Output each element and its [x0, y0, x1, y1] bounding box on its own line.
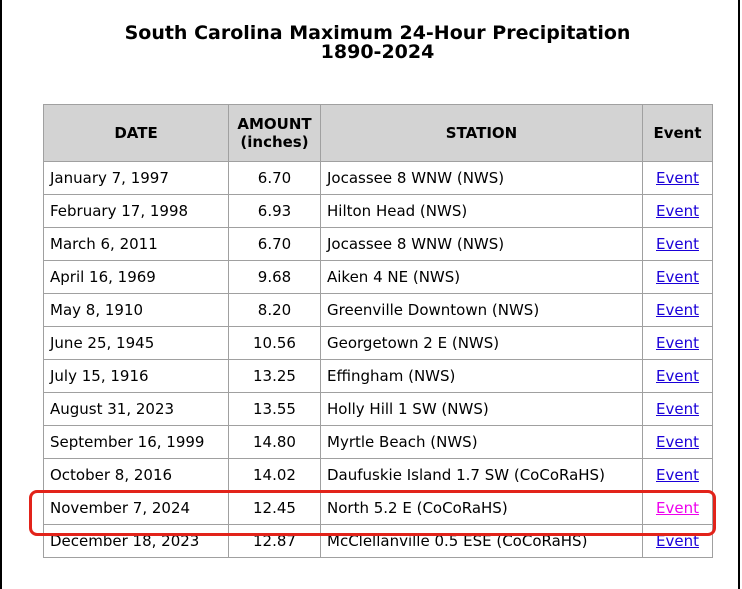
cell-date: September 16, 1999	[43, 425, 229, 459]
cell-amount: 12.45	[228, 491, 321, 525]
table-row: May 8, 1910 8.20 Greenville Downtown (NW…	[43, 293, 713, 327]
cell-event: Event	[642, 161, 713, 195]
table-row: January 7, 1997 6.70 Jocassee 8 WNW (NWS…	[43, 161, 713, 195]
cell-date: April 16, 1969	[43, 260, 229, 294]
cell-station: Georgetown 2 E (NWS)	[320, 326, 643, 360]
cell-event: Event	[642, 293, 713, 327]
event-link[interactable]: Event	[656, 202, 699, 220]
cell-date: February 17, 1998	[43, 194, 229, 228]
header-station: STATION	[320, 104, 643, 162]
event-link[interactable]: Event	[656, 169, 699, 187]
precipitation-table: DATE AMOUNT (inches) STATION Event Janua…	[43, 104, 713, 558]
cell-amount: 13.25	[228, 359, 321, 393]
cell-amount: 12.87	[228, 524, 321, 558]
event-link[interactable]: Event	[656, 367, 699, 385]
table-row: April 16, 1969 9.68 Aiken 4 NE (NWS) Eve…	[43, 260, 713, 294]
header-date: DATE	[43, 104, 229, 162]
cell-event: Event	[642, 392, 713, 426]
event-link[interactable]: Event	[656, 301, 699, 319]
cell-amount: 14.02	[228, 458, 321, 492]
cell-date: August 31, 2023	[43, 392, 229, 426]
table-row: September 16, 1999 14.80 Myrtle Beach (N…	[43, 425, 713, 459]
cell-amount: 10.56	[228, 326, 321, 360]
cell-date: July 15, 1916	[43, 359, 229, 393]
cell-amount: 9.68	[228, 260, 321, 294]
event-link[interactable]: Event	[656, 433, 699, 451]
cell-event: Event	[642, 326, 713, 360]
event-link[interactable]: Event	[656, 400, 699, 418]
event-link[interactable]: Event	[656, 334, 699, 352]
table-row: June 25, 1945 10.56 Georgetown 2 E (NWS)…	[43, 326, 713, 360]
cell-station: Greenville Downtown (NWS)	[320, 293, 643, 327]
table-row: July 15, 1916 13.25 Effingham (NWS) Even…	[43, 359, 713, 393]
cell-event: Event	[642, 425, 713, 459]
cell-date: January 7, 1997	[43, 161, 229, 195]
table-row: February 17, 1998 6.93 Hilton Head (NWS)…	[43, 194, 713, 228]
table-row: March 6, 2011 6.70 Jocassee 8 WNW (NWS) …	[43, 227, 713, 261]
cell-date: March 6, 2011	[43, 227, 229, 261]
header-event: Event	[642, 104, 713, 162]
cell-station: Jocassee 8 WNW (NWS)	[320, 227, 643, 261]
cell-event: Event	[642, 194, 713, 228]
cell-amount: 13.55	[228, 392, 321, 426]
header-amount-label: AMOUNT	[237, 115, 312, 133]
cell-date: November 7, 2024	[43, 491, 229, 525]
header-amount-unit: (inches)	[240, 133, 309, 151]
cell-amount: 6.70	[228, 161, 321, 195]
table-row: August 31, 2023 13.55 Holly Hill 1 SW (N…	[43, 392, 713, 426]
event-link[interactable]: Event	[656, 235, 699, 253]
cell-station: Aiken 4 NE (NWS)	[320, 260, 643, 294]
cell-amount: 14.80	[228, 425, 321, 459]
header-amount: AMOUNT (inches)	[228, 104, 321, 162]
cell-amount: 8.20	[228, 293, 321, 327]
cell-station: North 5.2 E (CoCoRaHS)	[320, 491, 643, 525]
cell-station: Holly Hill 1 SW (NWS)	[320, 392, 643, 426]
cell-station: Effingham (NWS)	[320, 359, 643, 393]
cell-date: June 25, 1945	[43, 326, 229, 360]
table-row-highlighted: November 7, 2024 12.45 North 5.2 E (CoCo…	[43, 491, 713, 525]
cell-event: Event	[642, 458, 713, 492]
cell-event: Event	[642, 491, 713, 525]
cell-station: Myrtle Beach (NWS)	[320, 425, 643, 459]
page-title-line-1: South Carolina Maximum 24-Hour Precipita…	[124, 22, 631, 44]
cell-event: Event	[642, 227, 713, 261]
event-link[interactable]: Event	[656, 466, 699, 484]
page-frame-right-border	[738, 0, 740, 589]
page-frame-left-border	[0, 0, 2, 589]
table-row: December 18, 2023 12.87 McClellanville 0…	[43, 524, 713, 558]
cell-event: Event	[642, 260, 713, 294]
cell-station: Hilton Head (NWS)	[320, 194, 643, 228]
cell-date: October 8, 2016	[43, 458, 229, 492]
event-link[interactable]: Event	[656, 268, 699, 286]
event-link[interactable]: Event	[656, 532, 699, 550]
cell-event: Event	[642, 524, 713, 558]
cell-event: Event	[642, 359, 713, 393]
page-title-line-2: 1890-2024	[320, 41, 435, 63]
cell-amount: 6.70	[228, 227, 321, 261]
event-link-visited[interactable]: Event	[656, 499, 699, 517]
table-header-row: DATE AMOUNT (inches) STATION Event	[43, 104, 713, 162]
table-row: October 8, 2016 14.02 Daufuskie Island 1…	[43, 458, 713, 492]
cell-date: May 8, 1910	[43, 293, 229, 327]
cell-station: McClellanville 0.5 ESE (CoCoRaHS)	[320, 524, 643, 558]
cell-station: Jocassee 8 WNW (NWS)	[320, 161, 643, 195]
cell-station: Daufuskie Island 1.7 SW (CoCoRaHS)	[320, 458, 643, 492]
cell-date: December 18, 2023	[43, 524, 229, 558]
page-title: South Carolina Maximum 24-Hour Precipita…	[0, 24, 742, 62]
cell-amount: 6.93	[228, 194, 321, 228]
